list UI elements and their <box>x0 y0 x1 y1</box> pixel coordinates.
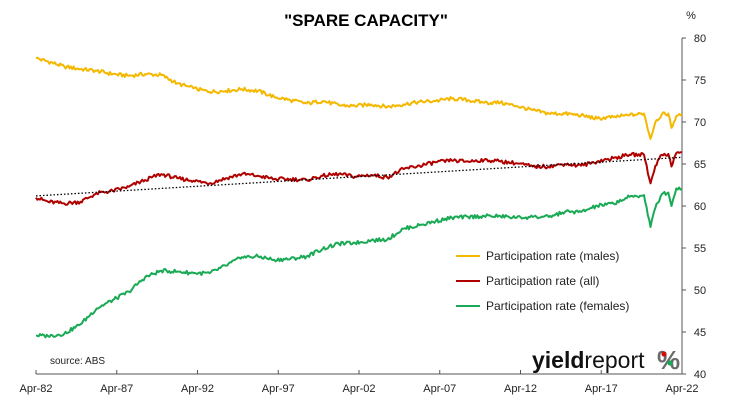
logo-green-dot-icon <box>667 360 673 366</box>
x-tick-label: Apr-07 <box>423 383 456 395</box>
x-tick-label: Apr-02 <box>342 383 375 395</box>
y-tick-label: 70 <box>694 117 706 129</box>
legend-label: Participation rate (females) <box>486 299 629 313</box>
percent-logo-icon: % <box>657 345 680 375</box>
y-axis-ticks: 40 45 50 55 60 65 70 75 80 <box>694 33 706 381</box>
series-line-males <box>35 56 683 140</box>
logo-red-dot-icon <box>661 351 667 357</box>
y-tick-label: 75 <box>694 75 706 87</box>
y-tick-label: 80 <box>694 33 706 45</box>
plot-area <box>35 37 686 375</box>
y-tick-label: 60 <box>694 201 706 213</box>
legend: Participation rate (males) Participation … <box>456 249 629 313</box>
x-tick-label: Apr-17 <box>585 383 618 395</box>
series-line-females <box>35 186 683 339</box>
y-tick-label: 55 <box>694 243 706 255</box>
legend-label: Participation rate (males) <box>486 249 619 263</box>
yieldreport-logo: yieldreport % <box>532 345 680 375</box>
y-tick-label: 65 <box>694 159 706 171</box>
x-tick-label: Apr-12 <box>504 383 537 395</box>
x-axis-ticks: Apr-82 Apr-87 Apr-92 Apr-97 Apr-02 Apr-07 Apr-… <box>19 370 699 395</box>
x-tick-label: Apr-97 <box>262 383 295 395</box>
yieldreport-logo-text: yieldreport <box>532 347 645 373</box>
y-tick-label: 40 <box>694 369 706 381</box>
y-axis-unit-label: % <box>686 10 696 22</box>
chart-title: "SPARE CAPACITY" <box>284 11 448 30</box>
x-tick-label: Apr-92 <box>181 383 214 395</box>
trendline <box>35 156 683 197</box>
y-tick-label: 45 <box>694 327 706 339</box>
x-tick-label: Apr-22 <box>665 383 698 395</box>
legend-label: Participation rate (all) <box>486 274 599 288</box>
series-line-all <box>35 151 683 206</box>
y-tick-label: 50 <box>694 285 706 297</box>
x-tick-label: Apr-82 <box>19 383 52 395</box>
x-tick-label: Apr-87 <box>100 383 133 395</box>
source-note: source: ABS <box>50 356 105 367</box>
